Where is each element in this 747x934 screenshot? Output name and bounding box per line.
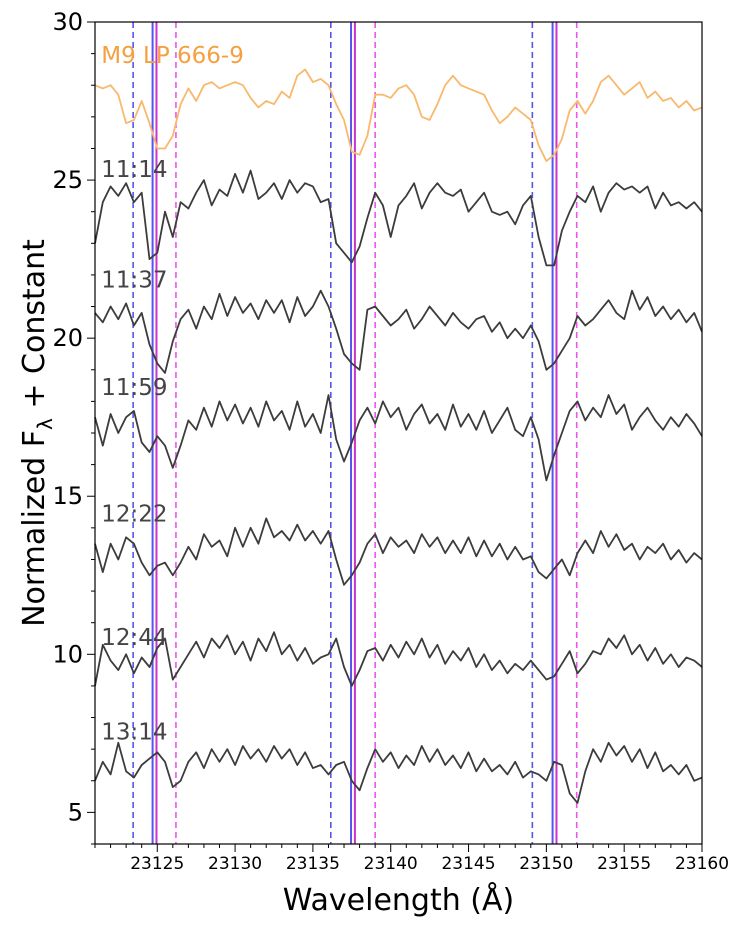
spectra-series	[94, 68, 703, 804]
series-label-1: 11:14	[101, 157, 167, 183]
x-tick-label: 23140	[364, 854, 418, 874]
x-tick-label: 23150	[519, 854, 573, 874]
y-tick-label: 10	[52, 640, 83, 668]
y-axis-label-tail: + Constant	[17, 239, 52, 418]
series-label-6: 13:14	[101, 720, 167, 746]
y-tick-label: 15	[52, 482, 83, 510]
series-label-4: 12:22	[101, 502, 167, 528]
x-axis-label: Wavelength (Å)	[283, 882, 514, 918]
x-tick-label: 23125	[130, 854, 184, 874]
y-axis-label-main: Normalized F	[17, 430, 52, 627]
x-tick-label: 23135	[286, 854, 340, 874]
y-axis-label: Normalized Fλ + Constant	[17, 239, 57, 627]
series-line-5	[94, 631, 703, 687]
y-tick-label: 30	[52, 8, 83, 36]
x-tick-label: 23130	[208, 854, 262, 874]
y-tick-label: 20	[52, 324, 83, 352]
y-axis-ticks: 5 10 15 20 25 30	[52, 8, 95, 845]
x-tick-label: 23160	[675, 854, 729, 874]
series-line-1	[94, 169, 703, 267]
series-line-0	[94, 68, 703, 162]
x-axis-ticks: 23125 23130 23135 23140 23145 23150 23155 23160	[94, 844, 729, 874]
x-tick-label: 23155	[597, 854, 651, 874]
series-line-3	[94, 394, 703, 482]
series-label-3: 11:59	[101, 375, 167, 401]
x-tick-label: 23145	[441, 854, 495, 874]
series-line-4	[94, 517, 703, 586]
series-label-0: M9 LP 666-9	[101, 43, 244, 69]
y-tick-label: 5	[68, 798, 83, 826]
series-label-2: 11:37	[101, 268, 167, 294]
y-axis-label-sub: λ	[33, 418, 57, 430]
y-tick-label: 25	[52, 166, 83, 194]
series-line-6	[94, 741, 703, 804]
series-line-2	[94, 289, 703, 374]
series-label-5: 12:44	[101, 625, 167, 651]
series-labels: M9 LP 666-9 11:14 11:37 11:59 12:22 12:44 13:1…	[101, 43, 244, 746]
plot-frame	[94, 21, 703, 845]
